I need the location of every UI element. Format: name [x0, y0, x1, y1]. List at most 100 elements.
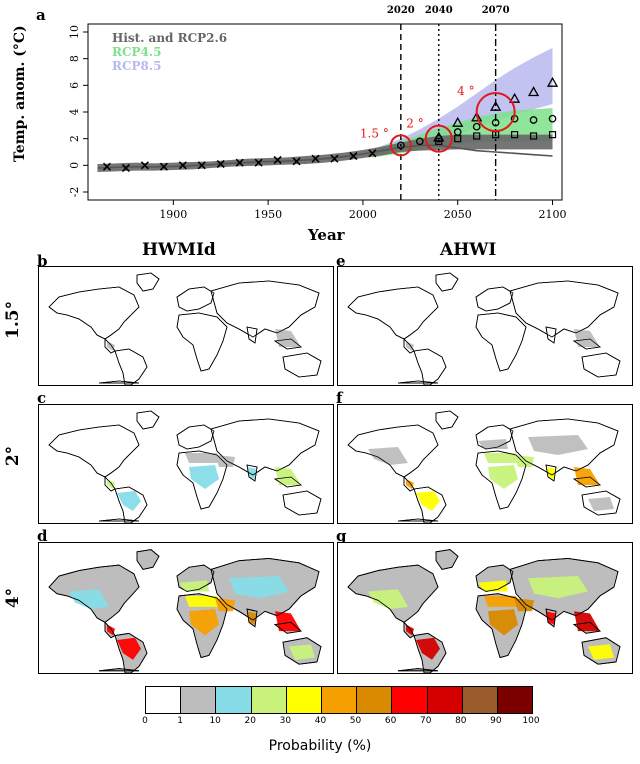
coastline [581, 352, 621, 378]
circle-marker [529, 116, 538, 124]
row-title-1-5: 1.5° [3, 300, 23, 339]
coastline [572, 621, 601, 634]
continent-outline [176, 424, 215, 450]
continent-outline [176, 286, 215, 312]
coastline [246, 326, 258, 344]
probability-region [484, 595, 518, 607]
cross-marker [311, 154, 320, 163]
coastline [403, 621, 415, 639]
column-title-ahwi: AHWI [440, 240, 497, 260]
probability-region [69, 589, 109, 610]
probability-region [546, 467, 556, 479]
cross-marker [273, 155, 282, 165]
coastline [475, 593, 527, 659]
panel-label-c: c [37, 389, 47, 407]
coastline [176, 564, 215, 592]
coastline [104, 338, 116, 354]
coastline [572, 476, 601, 488]
band-rcp8-5 [372, 48, 553, 158]
coastline [210, 280, 320, 338]
panel-label-g: g [336, 527, 347, 545]
y-tick-label: -2 [68, 187, 81, 198]
map-ahwi-2 [337, 404, 633, 524]
coastline [435, 272, 459, 292]
cross-marker [178, 161, 187, 170]
coastline [581, 490, 621, 516]
colorbar-swatch [251, 687, 287, 713]
probability-region [574, 329, 600, 347]
coastline [509, 280, 619, 338]
colorbar-tick-label: 70 [419, 716, 432, 726]
coastline [273, 476, 302, 488]
coastline [98, 380, 140, 384]
circle-marker [491, 118, 500, 127]
probability-region [229, 576, 289, 599]
cross-marker [254, 158, 263, 167]
coastline [246, 464, 258, 482]
coastline [176, 424, 215, 450]
colorbar-ticks: 0 1 10 20 30 40 50 60 70 80 90 100 [142, 716, 539, 730]
probability-region [185, 453, 219, 463]
continent-outline [114, 348, 148, 385]
coastline [545, 326, 557, 344]
colorbar-tick-label: 20 [244, 716, 256, 726]
coastline [509, 557, 619, 621]
cross-marker [368, 149, 377, 158]
threshold-circle [424, 124, 453, 153]
colorbar-tick-label: 90 [490, 716, 502, 726]
panel-label-a: a [36, 6, 46, 24]
y-tick-label: 6 [68, 82, 81, 89]
coastline [413, 632, 447, 673]
map-hwmid-1-5 [38, 266, 334, 386]
threshold-label: 1.5 ° [360, 126, 389, 140]
probability-region [189, 609, 219, 636]
coastline [48, 424, 140, 478]
probability-region [588, 644, 614, 660]
coastline [48, 286, 140, 340]
row-title-4: 4° [3, 587, 23, 609]
coastline [48, 564, 140, 623]
column-title-hwmid: HWMId [142, 240, 216, 260]
colorbar-swatch [462, 687, 498, 713]
coastline [581, 637, 621, 665]
coastline [210, 418, 320, 476]
probability-colorbar [145, 686, 533, 714]
probability-region [247, 611, 257, 625]
probability-region [117, 637, 141, 660]
probability-region [574, 611, 600, 632]
triangle-marker [471, 111, 483, 122]
coastline [176, 450, 228, 510]
probability-region [528, 435, 588, 455]
triangle-marker [508, 92, 521, 103]
probability-region [275, 329, 301, 347]
coastline [273, 338, 302, 350]
y-tick-label: 4 [68, 109, 81, 116]
threshold-circle [475, 92, 516, 132]
x-tick-label: 2000 [349, 208, 377, 221]
chart-circles: 1.5 ° 2 ° 4 ° [360, 84, 516, 157]
colorbar-swatch [357, 687, 393, 713]
continent-outline [136, 410, 160, 430]
legend-entry: Hist. and RCP2.6 [112, 31, 227, 45]
coastline [98, 518, 140, 522]
colorbar-tick-label: 30 [279, 716, 292, 726]
probability-region [275, 467, 301, 485]
series-mean-line [97, 144, 553, 169]
coastline [435, 549, 459, 570]
continent-outline [581, 352, 621, 378]
colorbar-tick-label: 10 [209, 716, 221, 726]
circle-marker [548, 114, 557, 123]
continent-outline [136, 549, 160, 570]
x-axis-label: Year [307, 226, 346, 244]
vline-label-2020: 2020 [387, 5, 415, 16]
y-tick-label: 2 [68, 135, 81, 142]
colorbar-tick-label: 80 [455, 716, 467, 726]
continent-outline [435, 410, 459, 430]
continent-outline [435, 549, 459, 570]
coastline [545, 608, 557, 628]
row-title-2: 2° [3, 445, 23, 467]
probability-region [574, 467, 600, 485]
cross-marker [197, 161, 206, 170]
square-marker [529, 132, 538, 140]
coastline [347, 286, 439, 340]
